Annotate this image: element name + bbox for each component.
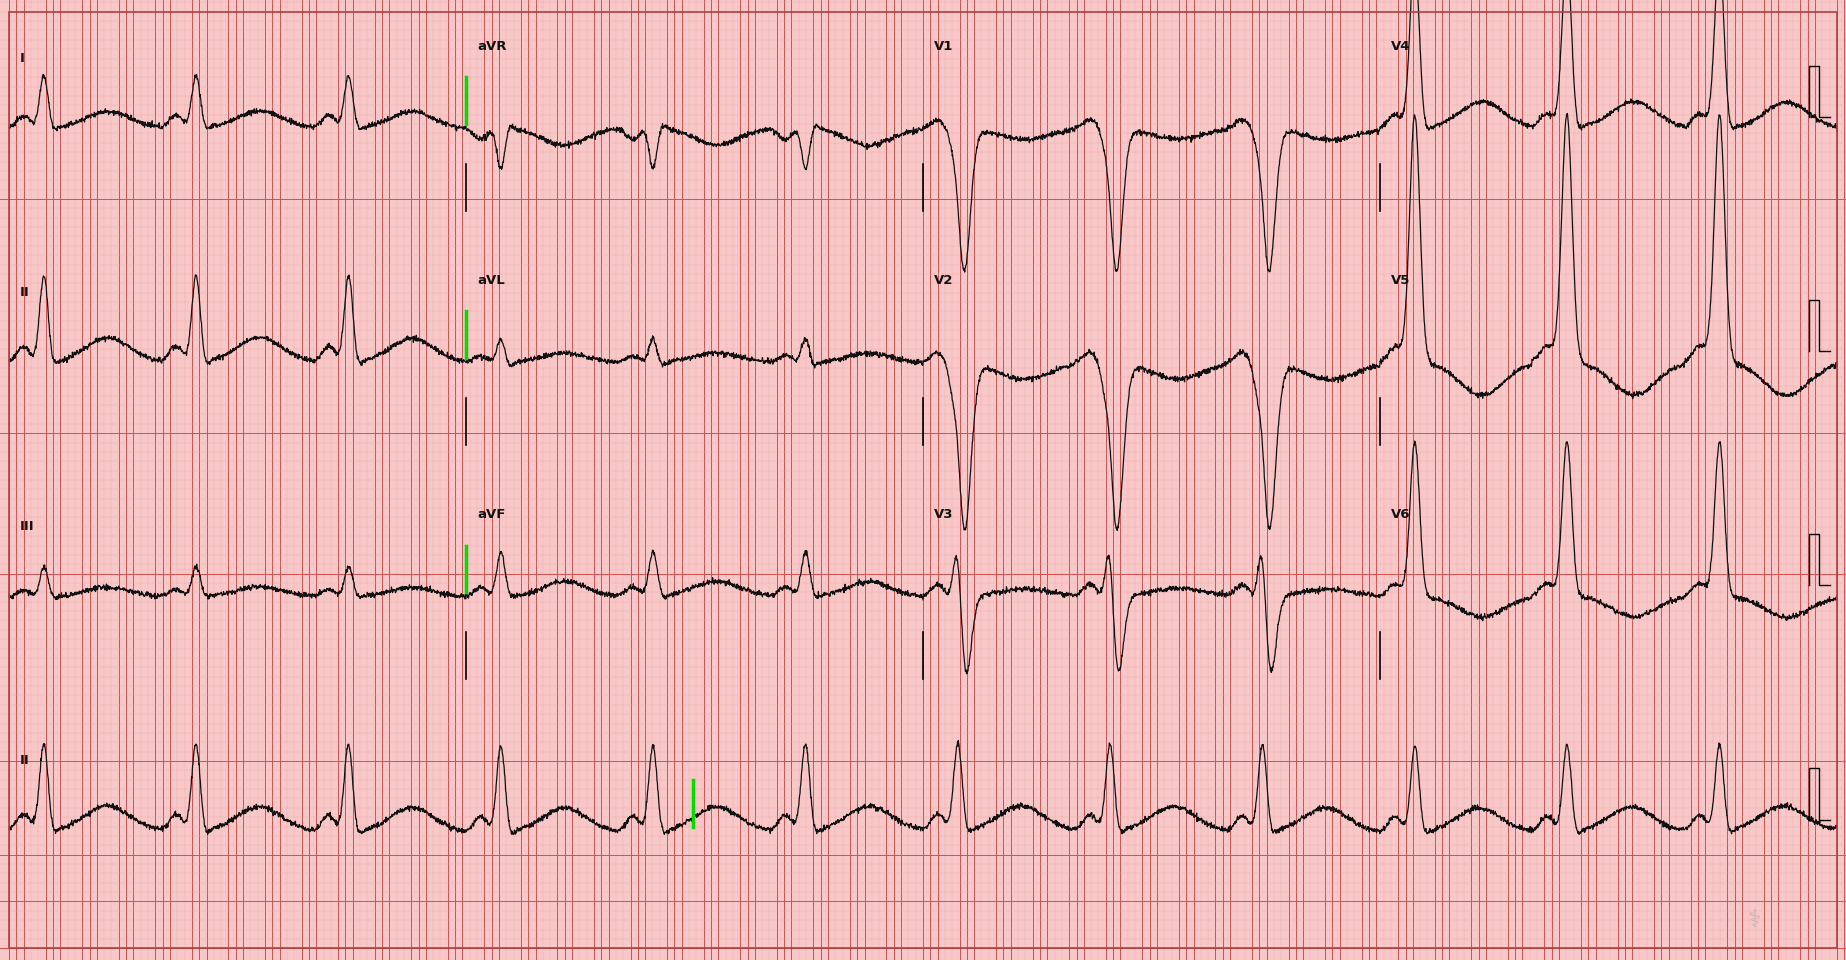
Text: V4: V4 bbox=[1390, 39, 1410, 53]
Text: aVL: aVL bbox=[476, 274, 504, 287]
Text: I: I bbox=[20, 52, 26, 64]
Text: III: III bbox=[20, 519, 35, 533]
Text: V5: V5 bbox=[1390, 274, 1410, 287]
Text: V3: V3 bbox=[934, 508, 954, 521]
Text: II: II bbox=[20, 286, 30, 299]
Text: V2: V2 bbox=[934, 274, 953, 287]
Text: aVR: aVR bbox=[476, 39, 506, 53]
Text: ⚕: ⚕ bbox=[1748, 908, 1761, 932]
Text: II: II bbox=[20, 754, 30, 767]
Text: V6: V6 bbox=[1390, 508, 1410, 521]
Text: V1: V1 bbox=[934, 39, 953, 53]
Text: aVF: aVF bbox=[476, 508, 506, 521]
